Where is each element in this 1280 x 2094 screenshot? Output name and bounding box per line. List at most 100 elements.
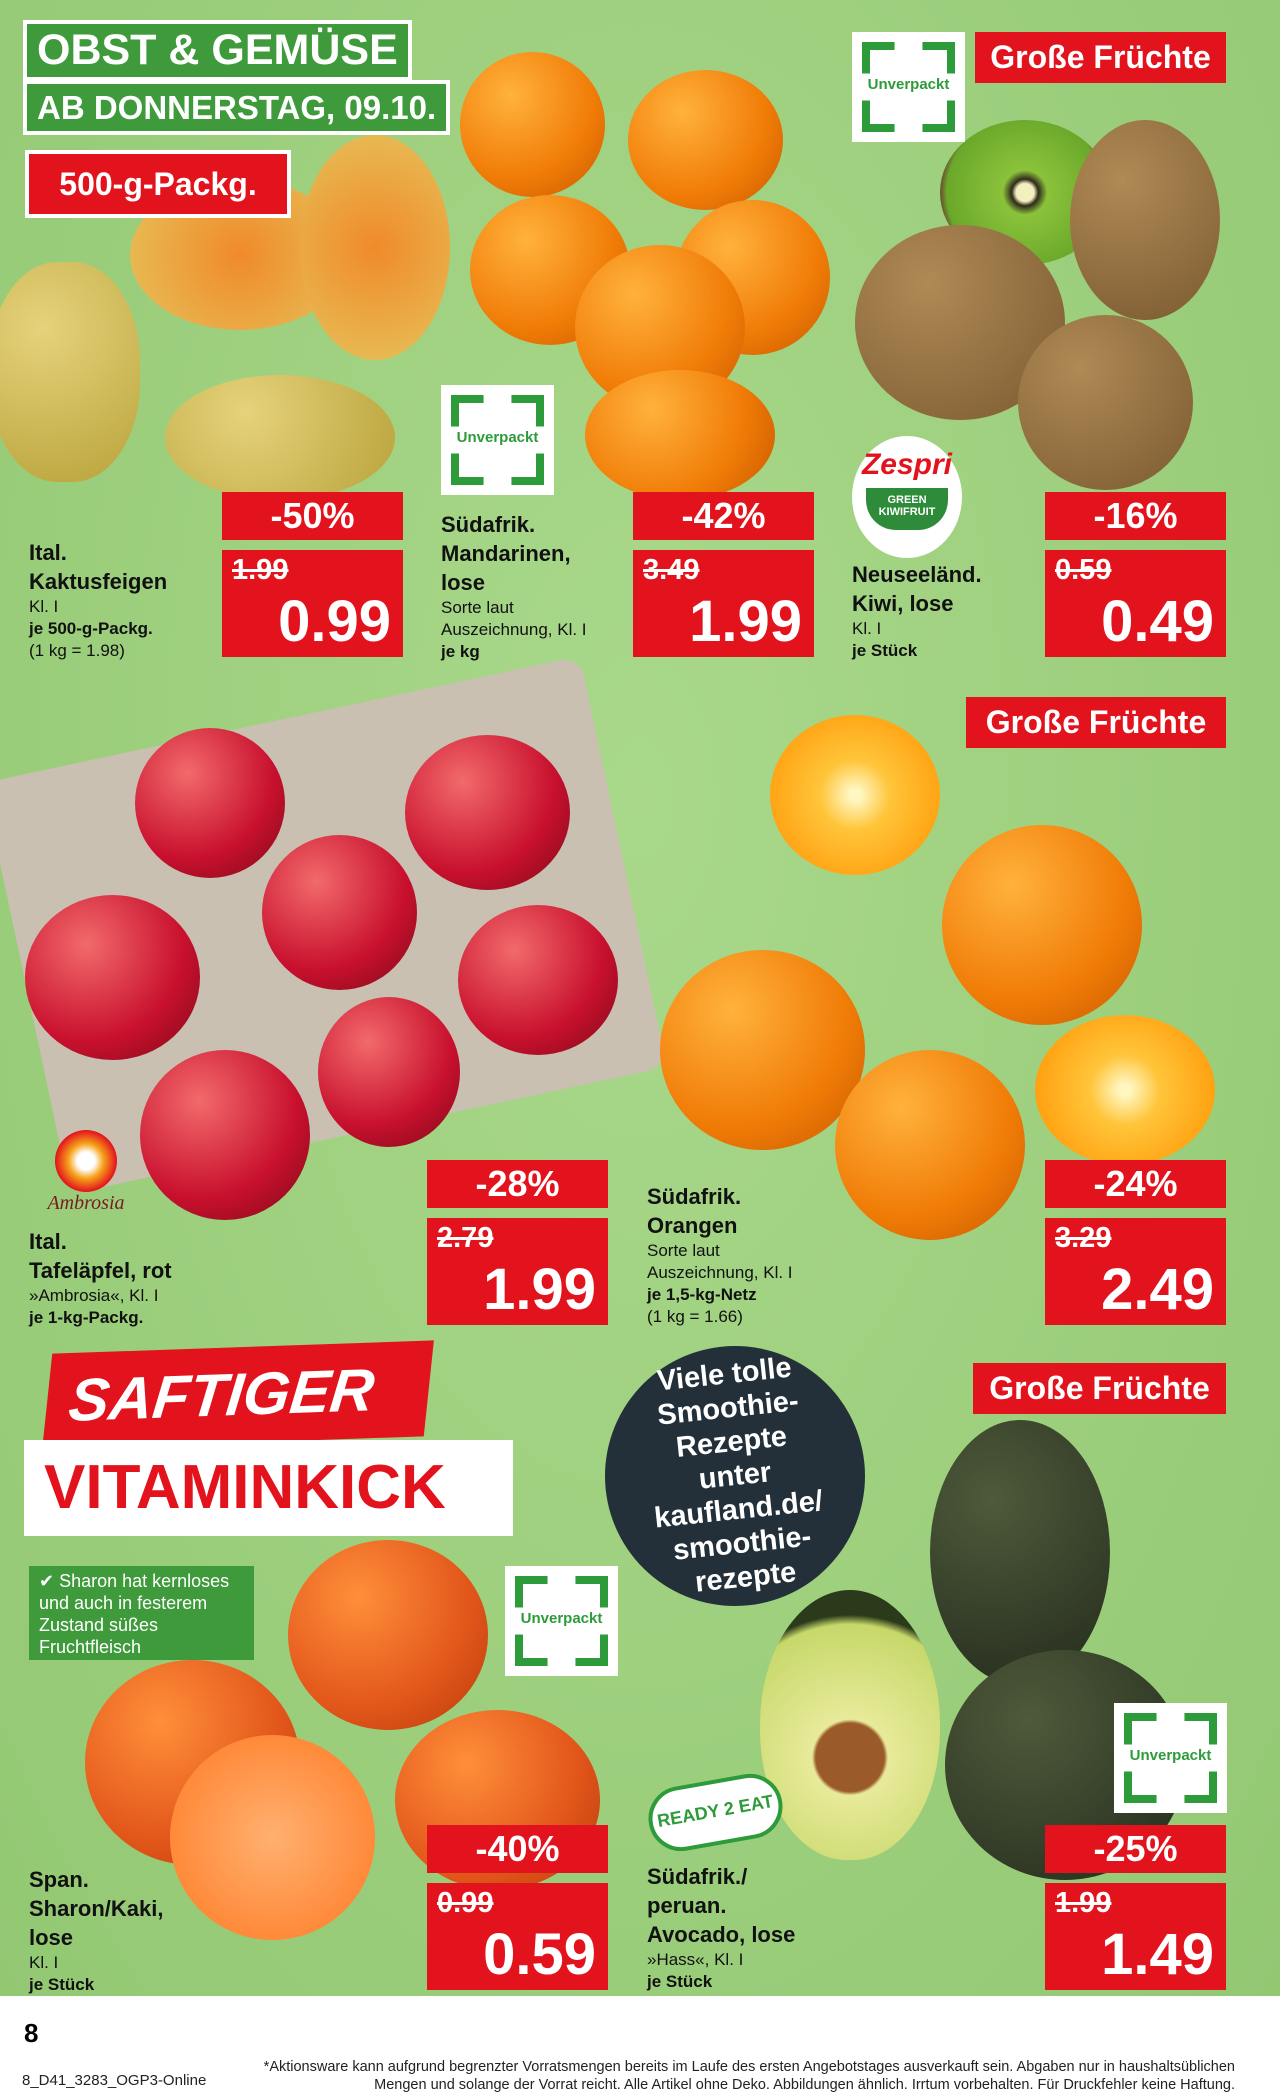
product-name-line: Mandarinen, bbox=[441, 541, 571, 566]
unverpackt-logo: Unverpackt bbox=[852, 32, 965, 142]
new-price: 0.59 bbox=[483, 1922, 596, 1987]
persimmon-half-image bbox=[170, 1735, 375, 1940]
product-detail: Sorte laut bbox=[441, 598, 514, 617]
orange-image bbox=[660, 950, 865, 1150]
orange-slice-image bbox=[770, 715, 940, 875]
offer-date: AB DONNERSTAG, 09.10. bbox=[22, 80, 451, 135]
product-name-line: Avocado, lose bbox=[647, 1922, 796, 1947]
new-price: 0.99 bbox=[278, 589, 391, 654]
product-base-price: (1 kg = 1.98) bbox=[29, 641, 125, 660]
old-price: 3.49 bbox=[643, 554, 700, 586]
price-box: 0.59 0.49 bbox=[1045, 550, 1226, 657]
new-price: 1.99 bbox=[689, 589, 802, 654]
discount-badge: -16% bbox=[1045, 492, 1226, 540]
product-unit: je kg bbox=[441, 642, 480, 661]
apple-image bbox=[405, 735, 570, 890]
ambrosia-sun-icon bbox=[55, 1130, 117, 1192]
price-box: 2.79 1.99 bbox=[427, 1218, 608, 1325]
unverpackt-logo: Unverpackt bbox=[441, 385, 554, 495]
persimmon-image bbox=[288, 1540, 488, 1730]
apple-image bbox=[140, 1050, 310, 1220]
old-price: 1.99 bbox=[232, 554, 289, 586]
product-detail: »Hass«, Kl. I bbox=[647, 1950, 744, 1969]
old-price: 2.79 bbox=[437, 1222, 494, 1254]
product-name-line: Orangen bbox=[647, 1213, 738, 1238]
promo-headline-1: SAFTIGER bbox=[42, 1340, 434, 1450]
product-name-line: Ital. bbox=[29, 540, 67, 565]
old-price: 3.29 bbox=[1055, 1222, 1112, 1254]
discount-badge: -25% bbox=[1045, 1825, 1226, 1873]
big-fruit-badge: Große Früchte bbox=[966, 697, 1226, 748]
product-name-line: Südafrik. bbox=[441, 512, 536, 537]
unverpackt-logo: Unverpackt bbox=[1114, 1703, 1227, 1813]
product-name-line: Südafrik. bbox=[647, 1184, 742, 1209]
product-detail: »Ambrosia«, Kl. I bbox=[29, 1286, 159, 1305]
product-detail: Auszeichnung, Kl. I bbox=[647, 1263, 793, 1282]
product-name-line: Kaktusfeigen bbox=[29, 569, 168, 594]
mandarin-image bbox=[460, 52, 605, 197]
discount-badge: -42% bbox=[633, 492, 814, 540]
product-info: Südafrik. Mandarinen, lose Sorte laut Auszei… bbox=[441, 510, 587, 663]
price-box: 1.99 0.99 bbox=[222, 550, 403, 657]
product-name-line: Sharon/Kaki, bbox=[29, 1896, 164, 1921]
product-unit: je Stück bbox=[647, 1972, 713, 1991]
product-name-line: peruan. bbox=[647, 1893, 727, 1918]
product-detail: Auszeichnung, Kl. I bbox=[441, 620, 587, 639]
product-info: Neuseeländ. Kiwi, lose Kl. I je Stück bbox=[852, 560, 982, 662]
product-name-line: lose bbox=[29, 1925, 74, 1950]
orange-half-image bbox=[1035, 1015, 1215, 1165]
unverpackt-label: Unverpackt bbox=[456, 429, 539, 446]
unverpackt-label: Unverpackt bbox=[1129, 1747, 1212, 1764]
product-unit: je 1-kg-Packg. bbox=[29, 1308, 144, 1327]
page-number: 8 bbox=[24, 2018, 39, 2048]
new-price: 0.49 bbox=[1101, 589, 1214, 654]
ambrosia-text: Ambrosia bbox=[47, 1192, 125, 1214]
avocado-image bbox=[930, 1420, 1110, 1685]
product-info: Ital. Tafeläpfel, rot »Ambrosia«, Kl. I je … bbox=[29, 1227, 172, 1329]
product-unit: je 500-g-Packg. bbox=[29, 619, 153, 638]
ambrosia-logo: Ambrosia bbox=[36, 1130, 136, 1220]
cactus-fig-image bbox=[0, 262, 140, 482]
product-name-line: Ital. bbox=[29, 1229, 67, 1254]
old-price: 0.99 bbox=[437, 1887, 494, 1919]
product-info: Südafrik. Orangen Sorte laut Auszeichnung, … bbox=[647, 1182, 793, 1328]
cactus-fig-half-image bbox=[300, 135, 450, 360]
unverpackt-label: Unverpackt bbox=[520, 1610, 603, 1627]
footer-code: 8_D41_3283_OGP3-Online bbox=[22, 2072, 207, 2089]
unverpackt-label: Unverpackt bbox=[867, 76, 950, 93]
apple-image bbox=[318, 997, 460, 1147]
promo-headline-2: VITAMINKICK bbox=[24, 1440, 513, 1536]
price-box: 1.99 1.49 bbox=[1045, 1883, 1226, 1990]
old-price: 0.59 bbox=[1055, 554, 1112, 586]
old-price: 1.99 bbox=[1055, 1887, 1112, 1919]
price-box: 3.49 1.99 bbox=[633, 550, 814, 657]
product-info: Südafrik./ peruan. Avocado, lose »Hass«, Kl… bbox=[647, 1862, 795, 1993]
product-detail: Kl. I bbox=[29, 1953, 59, 1972]
product-name-line: Span. bbox=[29, 1867, 89, 1892]
orange-image bbox=[835, 1050, 1025, 1240]
apple-image bbox=[458, 905, 618, 1055]
apple-image bbox=[135, 728, 285, 878]
unverpackt-logo: Unverpackt bbox=[505, 1566, 618, 1676]
apple-image bbox=[262, 835, 417, 990]
price-box: 0.99 0.59 bbox=[427, 1883, 608, 1990]
product-detail: Sorte laut bbox=[647, 1241, 720, 1260]
apple-image bbox=[25, 895, 200, 1060]
product-name-line: Neuseeländ. bbox=[852, 562, 982, 587]
mandarin-image bbox=[585, 370, 775, 500]
product-base-price: (1 kg = 1.66) bbox=[647, 1307, 743, 1326]
big-fruit-badge: Große Früchte bbox=[973, 1363, 1226, 1414]
kiwi-image bbox=[1018, 315, 1193, 490]
mandarin-image bbox=[628, 70, 783, 210]
zespri-text: Zespri bbox=[861, 448, 953, 481]
disclaimer-line: *Aktionsware kann aufgrund begrenzter Vo… bbox=[263, 2059, 1235, 2075]
kiwi-image bbox=[1070, 120, 1220, 320]
big-fruit-badge: Große Früchte bbox=[975, 32, 1226, 83]
pack-badge: 500-g-Packg. bbox=[25, 150, 291, 218]
product-info: Span. Sharon/Kaki, lose Kl. I je Stück bbox=[29, 1865, 163, 1996]
product-name-line: Kiwi, lose bbox=[852, 591, 954, 616]
new-price: 2.49 bbox=[1101, 1257, 1214, 1322]
product-name-line: Tafeläpfel, rot bbox=[29, 1258, 172, 1283]
product-detail: Kl. I bbox=[852, 619, 882, 638]
zespri-green-text: GREEN KIWIFRUIT bbox=[866, 488, 948, 530]
